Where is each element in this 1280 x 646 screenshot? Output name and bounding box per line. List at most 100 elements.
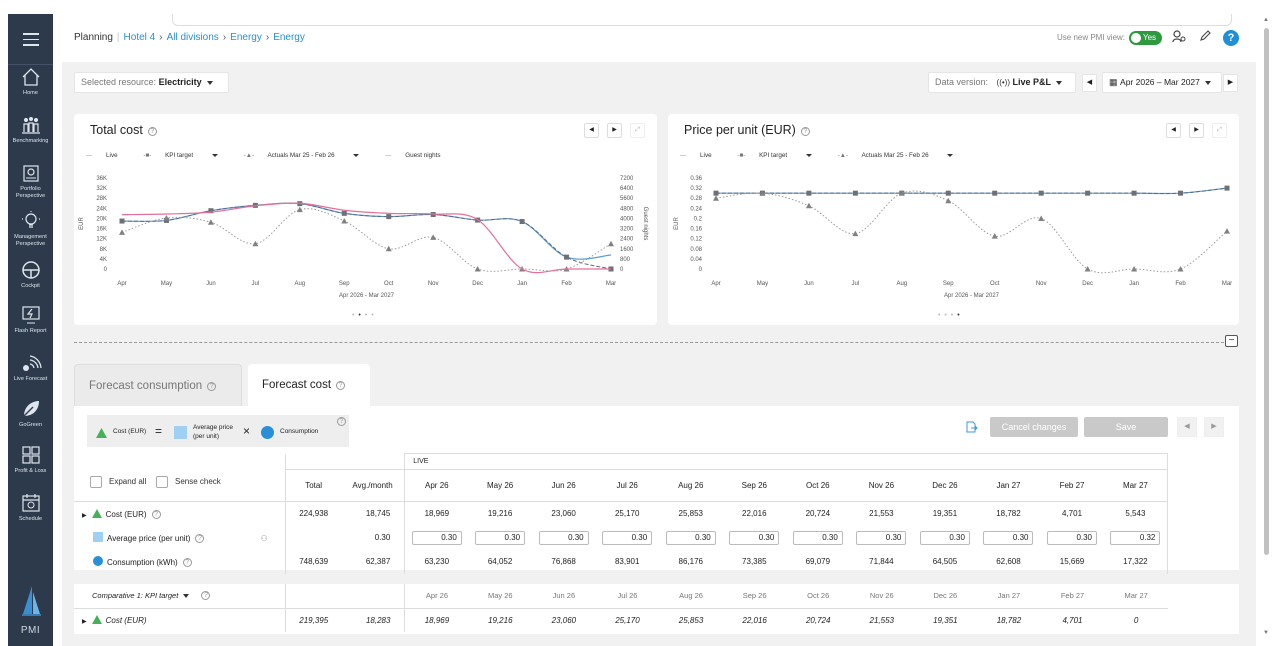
sidebar-item-home[interactable]: Home: [8, 66, 53, 97]
kpi-target-marker[interactable]: [992, 190, 998, 196]
legend-guest-nights[interactable]: — Guest nights: [385, 152, 441, 159]
table-prev-button[interactable]: ◀: [1177, 417, 1197, 437]
legend-live[interactable]: — Live: [680, 152, 712, 159]
actuals-marker[interactable]: [119, 229, 125, 235]
price-input[interactable]: 0.30: [856, 530, 907, 545]
price-input[interactable]: 0.30: [475, 530, 526, 545]
save-button[interactable]: Save: [1084, 417, 1168, 437]
breadcrumb-energy[interactable]: Energy: [230, 32, 262, 43]
edit-pencil-icon[interactable]: [1199, 29, 1212, 42]
actuals-marker[interactable]: [474, 266, 481, 272]
period-selector[interactable]: ▦ Apr 2026 – Mar 2027: [1102, 72, 1222, 93]
scroll-down-icon[interactable]: ▼: [1263, 630, 1269, 636]
kpi-target-marker[interactable]: [806, 190, 812, 196]
help-circle-icon[interactable]: ?: [151, 509, 161, 519]
actuals-marker[interactable]: [430, 234, 437, 240]
price-input[interactable]: 0.30: [792, 530, 843, 545]
actuals-marker[interactable]: [341, 217, 348, 224]
price-input[interactable]: 0.30: [919, 530, 970, 545]
scrollbar-thumb[interactable]: [1264, 28, 1269, 555]
actuals-marker[interactable]: [385, 245, 392, 252]
help-circle-icon[interactable]: ?: [336, 381, 346, 390]
help-circle-icon[interactable]: ?: [800, 127, 810, 136]
help-circle-icon[interactable]: ?: [207, 382, 217, 391]
help-circle-icon[interactable]: ?: [182, 558, 192, 567]
price-input[interactable]: 0.30: [538, 530, 589, 545]
hamburger-menu-icon[interactable]: [8, 26, 53, 50]
sidebar-item-benchmarking[interactable]: Benchmarking: [8, 114, 53, 145]
chart-prev-button[interactable]: ◀: [1166, 123, 1181, 138]
breadcrumb-divisions[interactable]: All divisions: [166, 32, 219, 43]
kpi-target-marker[interactable]: [519, 219, 525, 225]
help-circle-icon[interactable]: ?: [337, 417, 346, 426]
legend-live[interactable]: — Live: [86, 152, 118, 159]
help-circle-icon[interactable]: ?: [195, 534, 205, 543]
actuals-marker[interactable]: [207, 219, 214, 225]
kpi-target-marker[interactable]: [852, 190, 858, 196]
actuals-marker[interactable]: [1084, 266, 1091, 272]
actuals-marker[interactable]: [759, 190, 766, 196]
price-input[interactable]: 0.30: [1047, 530, 1098, 545]
kpi-target-marker[interactable]: [341, 210, 347, 216]
actuals-marker[interactable]: [1038, 215, 1045, 221]
price-input[interactable]: 0.30: [983, 530, 1034, 545]
sidebar-item-cockpit[interactable]: Cockpit: [8, 259, 53, 290]
sidebar-item-management[interactable]: Management Perspective: [8, 210, 53, 247]
expand-icon[interactable]: ⤢: [1212, 123, 1227, 138]
help-circle-icon[interactable]: ?: [147, 127, 157, 136]
export-icon[interactable]: [965, 421, 978, 434]
actuals-marker[interactable]: [163, 214, 170, 221]
breadcrumb-hotel[interactable]: Hotel 4: [123, 32, 156, 43]
scroll-up-icon[interactable]: ▲: [1263, 17, 1269, 23]
chart-next-button[interactable]: ▶: [1189, 123, 1204, 138]
actuals-marker[interactable]: [608, 240, 614, 247]
kpi-target-marker[interactable]: [1085, 190, 1091, 196]
tab-forecast-cost[interactable]: Forecast cost?: [248, 364, 370, 407]
data-version-selector[interactable]: Data version: ((•)) Live P&L: [928, 72, 1076, 93]
sidebar-item-portfolio[interactable]: Portfolio Perspective: [8, 162, 53, 199]
pmi-view-toggle[interactable]: Yes: [1129, 31, 1162, 45]
price-input[interactable]: 0.30: [411, 530, 462, 545]
actuals-marker[interactable]: [296, 206, 303, 213]
price-input[interactable]: 0.30: [665, 530, 716, 545]
sense-check-checkbox[interactable]: Sense check: [156, 476, 221, 488]
kpi-target-marker[interactable]: [1224, 185, 1230, 191]
tab-forecast-consumption[interactable]: Forecast consumption?: [74, 364, 242, 407]
table-next-button[interactable]: ▶: [1204, 417, 1224, 437]
sidebar-item-flash-report[interactable]: Flash Report: [8, 304, 53, 335]
actuals-marker[interactable]: [852, 230, 859, 237]
cancel-changes-button[interactable]: Cancel changes: [990, 417, 1078, 437]
legend-kpi[interactable]: -■- KPI target: [143, 152, 230, 159]
breadcrumb-root[interactable]: Planning: [74, 32, 113, 43]
sidebar-item-schedule[interactable]: Schedule: [8, 492, 53, 523]
actuals-marker[interactable]: [1224, 228, 1230, 234]
actuals-marker[interactable]: [945, 197, 952, 204]
kpi-target-marker[interactable]: [386, 214, 392, 220]
collapse-button[interactable]: −: [1225, 335, 1238, 347]
actuals-marker[interactable]: [1131, 266, 1138, 272]
row-expand-icon[interactable]: ▶: [82, 512, 87, 519]
sidebar-item-gogreen[interactable]: GoGreen: [8, 398, 53, 429]
expand-icon[interactable]: ⤢: [630, 123, 645, 138]
period-next-button[interactable]: ▶: [1223, 74, 1238, 92]
resource-selector[interactable]: Selected resource: Electricity: [74, 72, 229, 93]
actuals-marker[interactable]: [1177, 266, 1184, 272]
actuals-marker[interactable]: [898, 190, 905, 196]
breadcrumb-energy-current[interactable]: Energy: [273, 32, 305, 43]
period-prev-button[interactable]: ◀: [1082, 74, 1097, 92]
row-expand-icon[interactable]: ▶: [82, 619, 87, 626]
legend-kpi[interactable]: -■- KPI target: [737, 152, 824, 159]
price-input[interactable]: 0.32: [1110, 530, 1161, 545]
comparative-selector[interactable]: Comparative 1: KPI target?: [74, 584, 286, 608]
help-circle-icon[interactable]: ?: [201, 591, 211, 601]
legend-actuals[interactable]: -▲- Actuals Mar 25 - Feb 26: [838, 152, 966, 159]
price-input[interactable]: 0.30: [602, 530, 653, 545]
kpi-target-marker[interactable]: [564, 254, 570, 260]
chart-prev-button[interactable]: ◀: [584, 123, 599, 138]
help-icon[interactable]: ?: [1223, 30, 1239, 46]
kpi-target-marker[interactable]: [119, 218, 125, 224]
kpi-target-marker[interactable]: [713, 190, 719, 196]
sidebar-item-profit-loss[interactable]: Profit & Loss: [8, 444, 53, 475]
expand-all-checkbox[interactable]: Expand all: [90, 476, 146, 488]
kpi-target-marker[interactable]: [208, 208, 214, 214]
